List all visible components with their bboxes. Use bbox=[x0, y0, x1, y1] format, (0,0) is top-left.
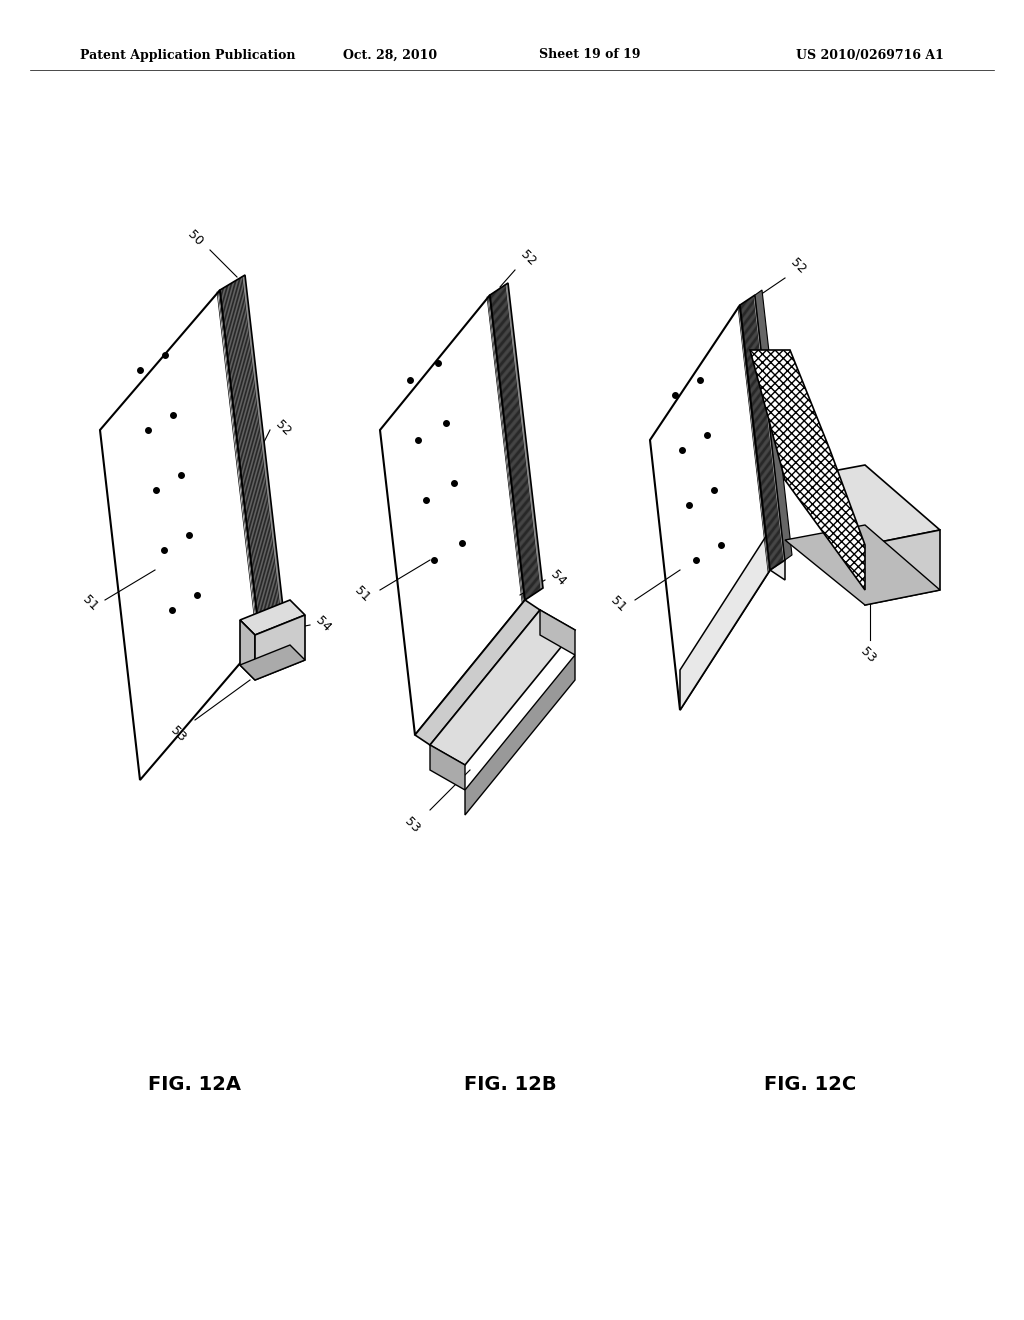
Text: 51: 51 bbox=[351, 583, 372, 605]
Text: 54: 54 bbox=[548, 568, 568, 589]
Polygon shape bbox=[220, 275, 285, 640]
Polygon shape bbox=[430, 610, 575, 766]
Polygon shape bbox=[255, 615, 305, 680]
Text: US 2010/0269716 A1: US 2010/0269716 A1 bbox=[796, 49, 944, 62]
Polygon shape bbox=[465, 655, 575, 814]
Text: 52: 52 bbox=[273, 418, 294, 438]
Text: 53: 53 bbox=[401, 814, 422, 836]
Polygon shape bbox=[540, 610, 575, 655]
Text: 51: 51 bbox=[607, 594, 628, 614]
Text: 51: 51 bbox=[80, 593, 100, 614]
Text: 53: 53 bbox=[168, 723, 188, 744]
Text: 53: 53 bbox=[858, 645, 879, 665]
Polygon shape bbox=[680, 531, 785, 710]
Text: Patent Application Publication: Patent Application Publication bbox=[80, 49, 296, 62]
Text: 54: 54 bbox=[313, 614, 334, 634]
Polygon shape bbox=[750, 350, 865, 590]
Polygon shape bbox=[650, 305, 770, 710]
Text: FIG. 12C: FIG. 12C bbox=[764, 1076, 856, 1094]
Text: FIG. 12B: FIG. 12B bbox=[464, 1076, 556, 1094]
Polygon shape bbox=[755, 290, 792, 560]
Polygon shape bbox=[430, 744, 465, 789]
Text: FIG. 12A: FIG. 12A bbox=[148, 1076, 242, 1094]
Text: Sheet 19 of 19: Sheet 19 of 19 bbox=[540, 49, 641, 62]
Text: Oct. 28, 2010: Oct. 28, 2010 bbox=[343, 49, 437, 62]
Text: 50: 50 bbox=[184, 227, 205, 248]
Polygon shape bbox=[240, 620, 255, 680]
Polygon shape bbox=[415, 601, 540, 744]
Text: 52: 52 bbox=[788, 256, 808, 276]
Polygon shape bbox=[490, 282, 543, 601]
Polygon shape bbox=[380, 294, 525, 735]
Polygon shape bbox=[865, 531, 940, 605]
Text: 52: 52 bbox=[518, 248, 539, 268]
Polygon shape bbox=[240, 601, 305, 635]
Polygon shape bbox=[100, 290, 260, 780]
Polygon shape bbox=[785, 465, 940, 545]
Polygon shape bbox=[785, 525, 940, 605]
Polygon shape bbox=[240, 645, 305, 680]
Polygon shape bbox=[740, 294, 785, 570]
